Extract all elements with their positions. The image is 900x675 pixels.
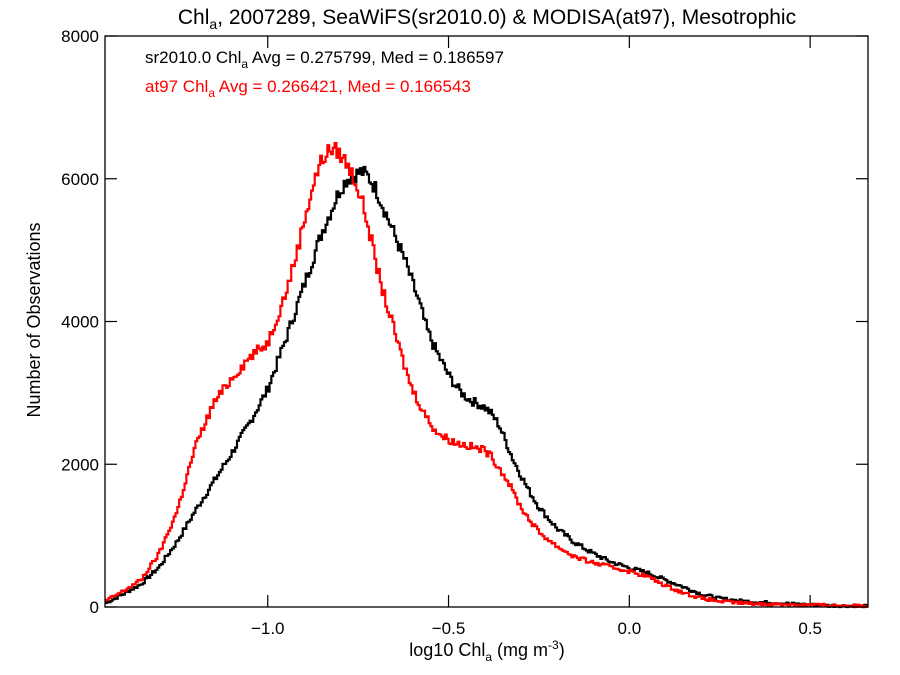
series-sr2010-line [105,165,868,609]
x-tick-label: −0.5 [432,619,466,638]
y-tick-label: 6000 [61,170,99,189]
x-tick-label: 0.0 [618,619,642,638]
y-tick-label: 4000 [61,313,99,332]
series-at97-line [105,142,868,609]
annotation-sr2010: sr2010.0 Chla Avg = 0.275799, Med = 0.18… [145,48,504,71]
y-axis-label: Number of Observations [24,222,44,417]
annotation-at97: at97 Chla Avg = 0.266421, Med = 0.166543 [145,77,471,100]
y-tick-label: 8000 [61,27,99,46]
y-tick-label: 2000 [61,455,99,474]
x-tick-label: −1.0 [251,619,285,638]
x-tick-label: 0.5 [798,619,822,638]
chart-title: Chla, 2007289, SeaWiFS(sr2010.0) & MODIS… [178,6,796,32]
plot-frame [104,35,869,608]
y-tick-label: 0 [90,598,99,617]
x-axis-label: log10 Chla (mg m-3) [409,638,564,664]
